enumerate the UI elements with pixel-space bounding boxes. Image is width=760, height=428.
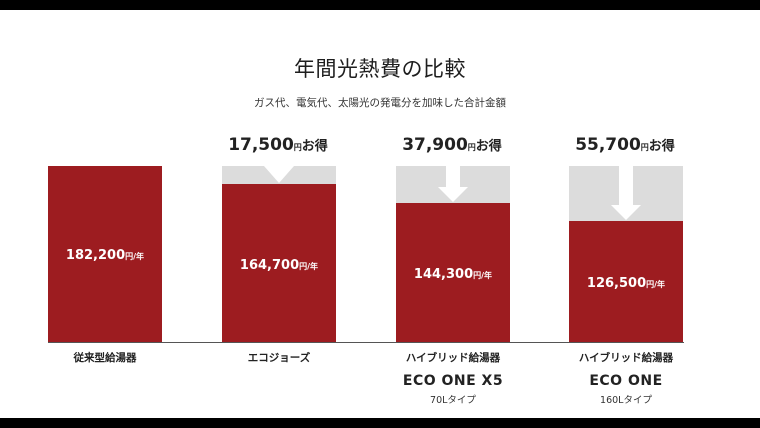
savings-unit: 円: [467, 143, 476, 152]
savings-suffix: お得: [475, 139, 502, 154]
down-arrow-icon: [438, 166, 468, 202]
cost-bar: [48, 166, 162, 342]
savings-unit: 円: [293, 143, 302, 152]
category-label: ハイブリッド給湯器: [405, 352, 501, 364]
savings-label: 55,700円お得: [550, 135, 700, 155]
savings-label: 37,900円お得: [377, 135, 527, 155]
model-label: ECO ONE X5: [402, 373, 504, 389]
letterbox-top: [0, 0, 760, 10]
cost-unit: 円/年: [125, 252, 145, 261]
category-label: エコジョーズ: [247, 352, 311, 364]
down-arrow-icon: [611, 166, 641, 220]
cost-value: 126,500: [586, 276, 647, 291]
model-label: ECO ONE: [589, 373, 663, 389]
cost-value: 164,700: [239, 258, 300, 273]
savings-label: 17,500円お得: [203, 135, 353, 155]
cost-value: 182,200: [65, 248, 126, 263]
chart-title: 年間光熱費の比較: [294, 57, 466, 81]
savings-unit: 円: [640, 143, 649, 152]
cost-value: 144,300: [413, 267, 474, 282]
chart-subtitle: ガス代、電気代、太陽光の発電分を加味した合計金額: [254, 97, 506, 109]
cost-unit: 円/年: [646, 280, 666, 289]
savings-value: 55,700: [575, 135, 641, 155]
savings-suffix: お得: [301, 139, 328, 154]
down-arrow-icon: [264, 166, 294, 183]
savings-value: 17,500: [228, 135, 294, 155]
type-label: 160Lタイプ: [600, 395, 652, 406]
savings-value: 37,900: [402, 135, 468, 155]
chart-baseline: [48, 342, 684, 343]
cost-value-label: 164,700円/年: [222, 258, 336, 273]
cost-bar: [396, 203, 510, 342]
cost-bar: [569, 221, 683, 342]
savings-suffix: お得: [648, 139, 675, 154]
cost-unit: 円/年: [299, 262, 319, 271]
category-label: 従来型給湯器: [73, 352, 137, 364]
cost-value-label: 126,500円/年: [569, 276, 683, 291]
cost-value-label: 144,300円/年: [396, 267, 510, 282]
cost-value-label: 182,200円/年: [48, 248, 162, 263]
cost-unit: 円/年: [473, 271, 493, 280]
type-label: 70Lタイプ: [430, 395, 476, 406]
cost-bar: [222, 184, 336, 342]
category-label: ハイブリッド給湯器: [578, 352, 674, 364]
letterbox-bottom: [0, 418, 760, 428]
